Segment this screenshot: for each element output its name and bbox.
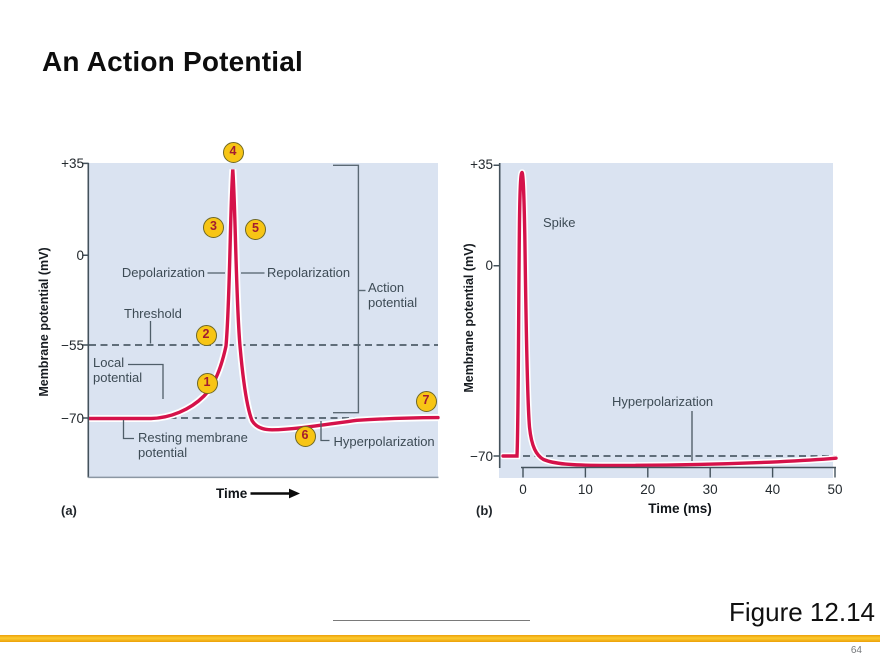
panel-a-y-ticks bbox=[82, 162, 89, 419]
label-hyperpolarization-a: Hyperpolarization bbox=[333, 433, 435, 449]
panel-b-tag: (b) bbox=[476, 503, 493, 518]
panel-a-ytick-0: 0 bbox=[76, 247, 84, 263]
panel-b-xtick-40: 40 bbox=[765, 482, 781, 497]
panel-a-ytick-minus70: −70 bbox=[61, 410, 84, 426]
panel-a-ytick-minus55: −55 bbox=[61, 337, 84, 353]
label-hyperpolarization-b: Hyperpolarization bbox=[612, 394, 714, 409]
panel-b-ytick-0: 0 bbox=[485, 258, 493, 273]
page-number: 64 bbox=[850, 645, 862, 656]
blank-underline-rule bbox=[333, 620, 530, 621]
step-marker-2: 2 bbox=[195, 324, 217, 346]
panel-b-xtick-20: 20 bbox=[640, 482, 656, 497]
figure-caption: Figure 12.14 bbox=[729, 597, 875, 627]
panel-b-y-axis-label: Membrane potential (mV) bbox=[462, 243, 476, 393]
panel-b-plot-area bbox=[499, 163, 833, 478]
time-arrow-head bbox=[289, 488, 300, 499]
label-depolarization: Depolarization bbox=[121, 265, 205, 280]
panel-a-y-axis-label: Membrane potential (mV) bbox=[37, 247, 51, 397]
panel-a-x-axis-label: Time bbox=[216, 486, 248, 501]
panel-b-xtick-50: 50 bbox=[827, 482, 843, 497]
accent-bar bbox=[0, 635, 880, 642]
label-threshold: Threshold bbox=[124, 306, 182, 321]
step-marker-1: 1 bbox=[196, 372, 218, 394]
panel-b-x-axis-label: Time (ms) bbox=[648, 501, 712, 516]
panel-b-ytick-minus70: −70 bbox=[470, 448, 493, 464]
panel-a-tag: (a) bbox=[61, 503, 77, 518]
label-resting-membrane-potential: Resting membrane potential bbox=[138, 430, 248, 460]
label-repolarization: Repolarization bbox=[267, 265, 351, 280]
label-action-potential: Action potential bbox=[368, 280, 418, 310]
panel-b-xtick-10: 10 bbox=[577, 482, 593, 497]
panel-b-xtick-30: 30 bbox=[702, 482, 718, 497]
step-marker-6: 6 bbox=[294, 425, 316, 447]
panel-b-xtick-0: 0 bbox=[519, 482, 527, 497]
slide-title: An Action Potential bbox=[42, 46, 303, 77]
label-local-potential: Local potential bbox=[93, 355, 143, 385]
step-marker-3: 3 bbox=[203, 216, 224, 238]
step-marker-7: 7 bbox=[415, 391, 437, 412]
step-marker-4: 4 bbox=[222, 141, 244, 163]
step-marker-5: 5 bbox=[245, 219, 266, 240]
panel-a-ytick-plus35: +35 bbox=[61, 155, 84, 171]
panel-b-ytick-plus35: +35 bbox=[470, 157, 493, 172]
label-spike: Spike bbox=[543, 215, 576, 230]
